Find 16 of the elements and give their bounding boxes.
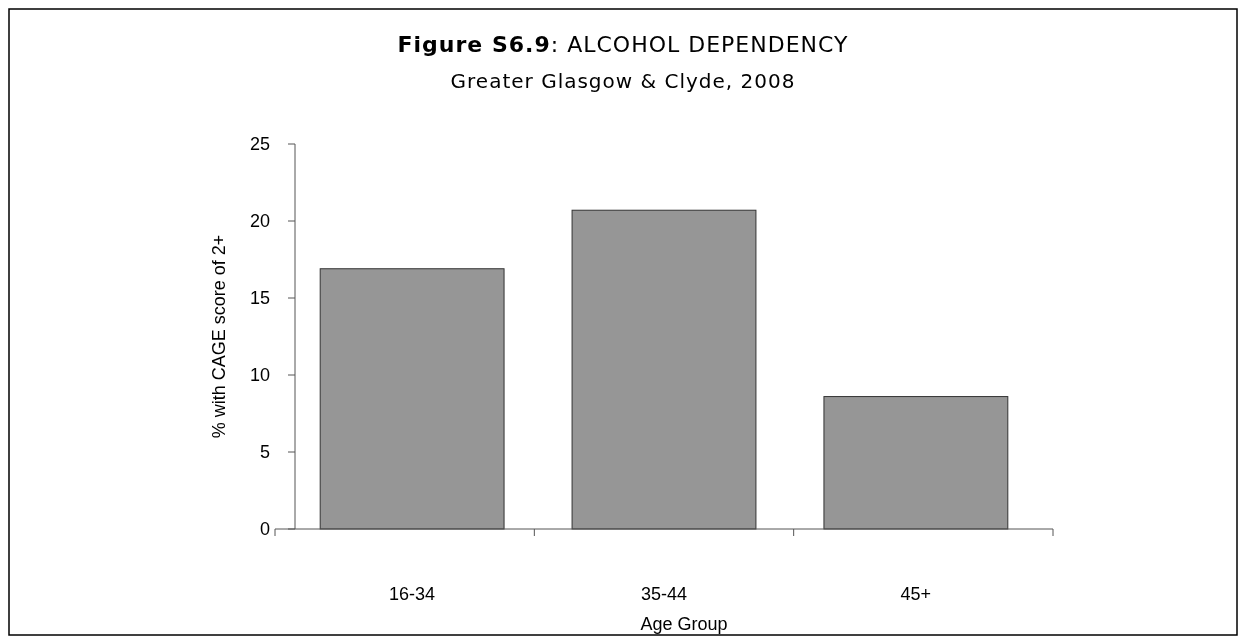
y-tick-label: 20 [249, 211, 270, 232]
x-axis-title: Age Group [640, 614, 728, 634]
chart-title: Figure S6.9: ALCOHOL DEPENDENCY [397, 32, 849, 57]
y-axis-title: % with CAGE score of 2+ [209, 234, 229, 439]
y-tick-label: 10 [249, 365, 270, 386]
x-tick-label: 35-44 [640, 584, 688, 604]
chart-subtitle: Greater Glasgow & Clyde, 2008 [450, 69, 796, 93]
bar [571, 209, 757, 530]
y-tick-label: 0 [259, 519, 270, 540]
x-tick-label: 16-34 [389, 584, 436, 604]
x-tick-label: 45+ [900, 584, 932, 604]
y-tick-label: 15 [249, 288, 270, 309]
bar [823, 396, 1009, 530]
y-tick-label: 5 [259, 442, 270, 463]
y-tick-label: 25 [249, 134, 270, 155]
bar [319, 268, 505, 530]
